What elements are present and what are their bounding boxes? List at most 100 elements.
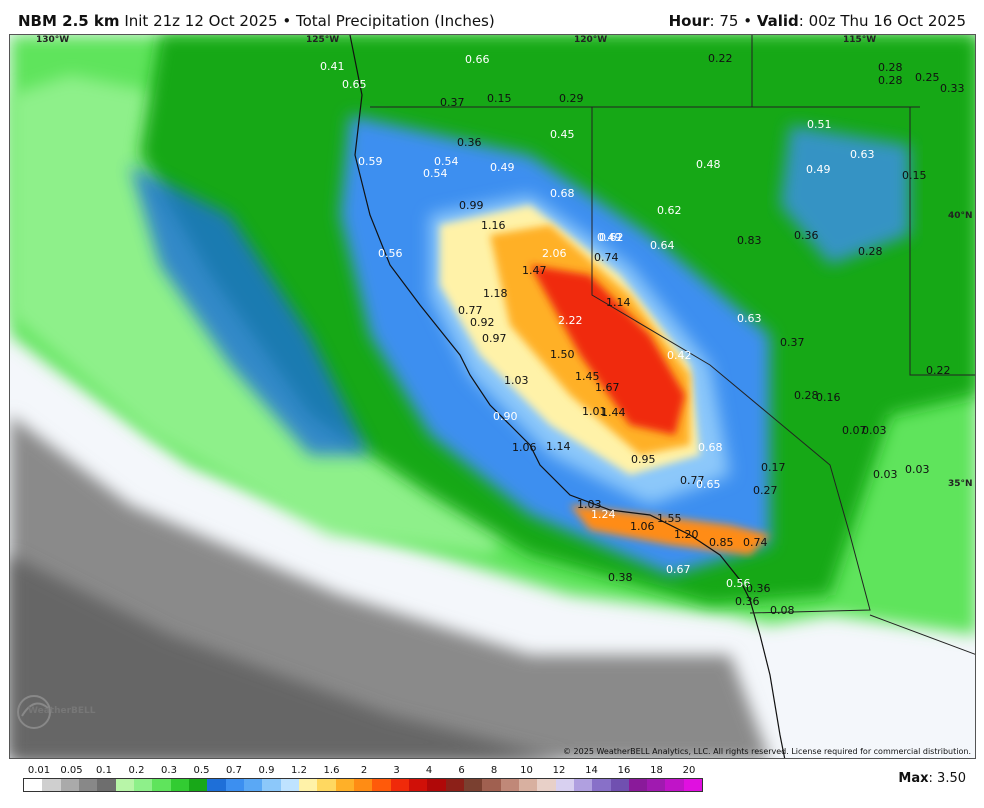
header-separator: •: [282, 12, 292, 30]
legend-swatch: [463, 779, 483, 791]
legend-swatch: [500, 779, 519, 791]
point-value: 0.56: [726, 577, 751, 590]
legend-tick: 10: [520, 765, 533, 776]
legend-tick: 6: [458, 765, 465, 776]
legend-swatch: [537, 779, 556, 791]
point-value: 0.67: [666, 563, 691, 576]
point-value: 0.64: [650, 239, 675, 252]
point-value: 0.33: [940, 82, 965, 95]
point-value: 0.54: [434, 155, 459, 168]
legend-color-bar: [23, 778, 703, 792]
point-value: 0.03: [873, 468, 898, 481]
header-title: NBM 2.5 km Init 21z 12 Oct 2025 • Total …: [18, 12, 495, 30]
legend-tick: 16: [617, 765, 631, 776]
header-valid: Hour: 75 • Valid: 00z Thu 16 Oct 2025: [669, 12, 966, 30]
valid-value: : 00z Thu 16 Oct 2025: [798, 12, 966, 30]
point-value: 0.36: [794, 229, 819, 242]
point-value: 1.45: [575, 370, 600, 383]
legend-swatch: [243, 779, 263, 791]
point-value: 1.14: [546, 440, 571, 453]
point-value: 0.83: [737, 234, 762, 247]
point-value: 1.67: [595, 381, 620, 394]
point-value: 1.06: [630, 520, 655, 533]
legend-swatch: [24, 779, 43, 791]
legend-swatch: [610, 779, 629, 791]
legend-tick: 0.9: [258, 765, 275, 776]
point-value: 0.36: [457, 136, 482, 149]
point-value: 0.42: [667, 349, 692, 362]
point-value: 1.06: [512, 441, 537, 454]
point-value: 0.68: [550, 187, 575, 200]
weatherbell-logo: WeatherBELL: [14, 690, 104, 736]
point-value: 0.08: [770, 604, 795, 617]
legend-swatch: [372, 779, 391, 791]
point-value: 2.06: [542, 247, 567, 260]
point-value: 1.18: [483, 287, 508, 300]
legend-tick: 0.01: [27, 765, 51, 776]
grid-label-125w: 125°W: [306, 35, 340, 45]
legend-swatch: [188, 779, 208, 791]
point-value: 2.22: [558, 314, 583, 327]
point-value: 0.28: [878, 74, 903, 87]
point-value: 0.15: [902, 169, 927, 182]
logo-text: WeatherBELL: [28, 706, 96, 716]
grid-label-40n: 40°N: [948, 211, 973, 221]
hour-value: : 75 •: [709, 12, 757, 30]
legend-swatch: [60, 779, 79, 791]
point-value: 0.99: [459, 199, 484, 212]
point-value: 0.28: [794, 389, 819, 402]
legend-tick: 0.1: [96, 765, 112, 776]
legend-tick: 1.2: [291, 765, 307, 776]
point-value: 0.25: [915, 71, 940, 84]
point-value: 0.63: [850, 148, 875, 161]
init-time: Init 21z 12 Oct 2025: [124, 12, 278, 30]
point-value: 0.37: [440, 96, 465, 109]
precip-legend: 0.01 0.05 0.1 0.2 0.3 0.5 0.7 0.9 1.2 1.6 2 3 4 6 8 10 1…: [23, 765, 703, 793]
max-number: : 3.50: [928, 771, 966, 786]
legend-swatch: [170, 779, 189, 791]
copyright-notice: © 2025 WeatherBELL Analytics, LLC. All r…: [563, 747, 971, 756]
point-value: 0.03: [905, 463, 930, 476]
point-value: 1.20: [674, 528, 699, 541]
point-value: 0.27: [753, 484, 778, 497]
legend-swatch: [133, 779, 153, 791]
point-value: 0.97: [482, 332, 507, 345]
point-value: 0.29: [559, 92, 584, 105]
point-value: 0.62: [657, 204, 682, 217]
legend-tick: 20: [682, 765, 696, 776]
legend-swatch: [298, 779, 318, 791]
point-value: 1.44: [601, 406, 626, 419]
legend-swatch: [573, 779, 593, 791]
point-value: 0.22: [708, 52, 733, 65]
product-name: Total Precipitation (Inches): [295, 12, 495, 30]
max-value: Max: 3.50: [898, 771, 966, 786]
legend-tick: 1.6: [323, 765, 340, 776]
point-value: 1.01: [582, 405, 607, 418]
point-value: 0.38: [608, 571, 633, 584]
point-value: 0.28: [878, 61, 903, 74]
legend-swatch: [42, 779, 61, 791]
precip-map: 130°W 125°W 120°W 115°W 40°N 35°N 0.41 0.…: [9, 34, 976, 759]
point-value: 0.54: [423, 167, 448, 180]
legend-tick: 0.7: [226, 765, 242, 776]
legend-tick: 0.2: [128, 765, 145, 776]
legend-swatch: [518, 779, 538, 791]
valid-label: Valid: [756, 12, 799, 30]
legend-swatch: [97, 779, 116, 791]
legend-tick: 0.5: [193, 765, 210, 776]
legend-tick: 12: [552, 765, 566, 776]
legend-tick: 2: [360, 765, 368, 776]
grid-label-115w: 115°W: [843, 35, 877, 45]
point-value: 0.41: [320, 60, 345, 73]
point-value: 0.62: [599, 231, 624, 244]
legend-ticks: 0.01 0.05 0.1 0.2 0.3 0.5 0.7 0.9 1.2 1.6 2 3 4 6 8 10 1…: [23, 765, 703, 777]
legend-swatch: [555, 779, 574, 791]
point-value: 1.03: [504, 374, 529, 387]
point-value: 0.66: [465, 53, 490, 66]
legend-swatch: [335, 779, 354, 791]
legend-swatch: [262, 779, 281, 791]
legend-swatch: [390, 779, 409, 791]
legend-tick: 4: [425, 765, 433, 776]
legend-tick: 18: [650, 765, 663, 776]
point-value: 0.37: [780, 336, 805, 349]
